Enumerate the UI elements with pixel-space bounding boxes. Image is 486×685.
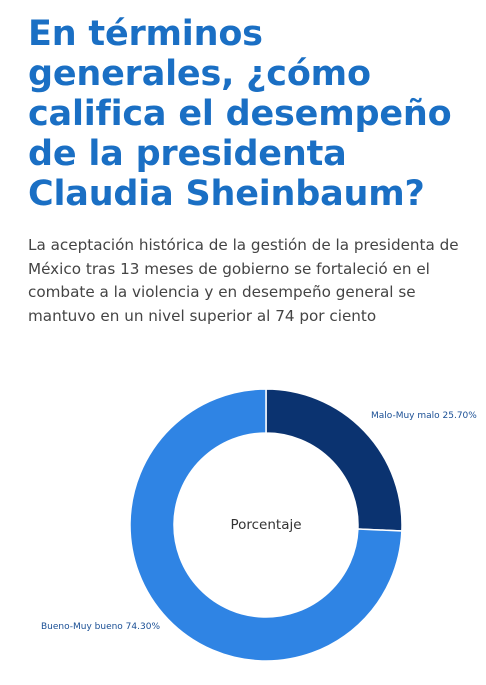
donut-chart: Malo-Muy malo 25.70% Bueno-Muy bueno 74.3… (0, 370, 486, 680)
donut-chart-svg: Malo-Muy malo 25.70% Bueno-Muy bueno 74.3… (41, 388, 477, 662)
page-title: En términos generales, ¿cómo califica el… (28, 14, 452, 214)
donut-slice-label-2: Bueno-Muy bueno 74.30% (41, 622, 160, 632)
donut-labels: Malo-Muy malo 25.70% Bueno-Muy bueno 74.3… (41, 411, 477, 632)
donut-slice-label-1: Malo-Muy malo 25.70% (371, 411, 477, 421)
donut-slice-2 (129, 388, 403, 662)
article-subtitle: La aceptación histórica de la gestión de… (28, 236, 459, 325)
center-label: Porcentaje (230, 517, 301, 533)
donut-slices (129, 388, 403, 662)
